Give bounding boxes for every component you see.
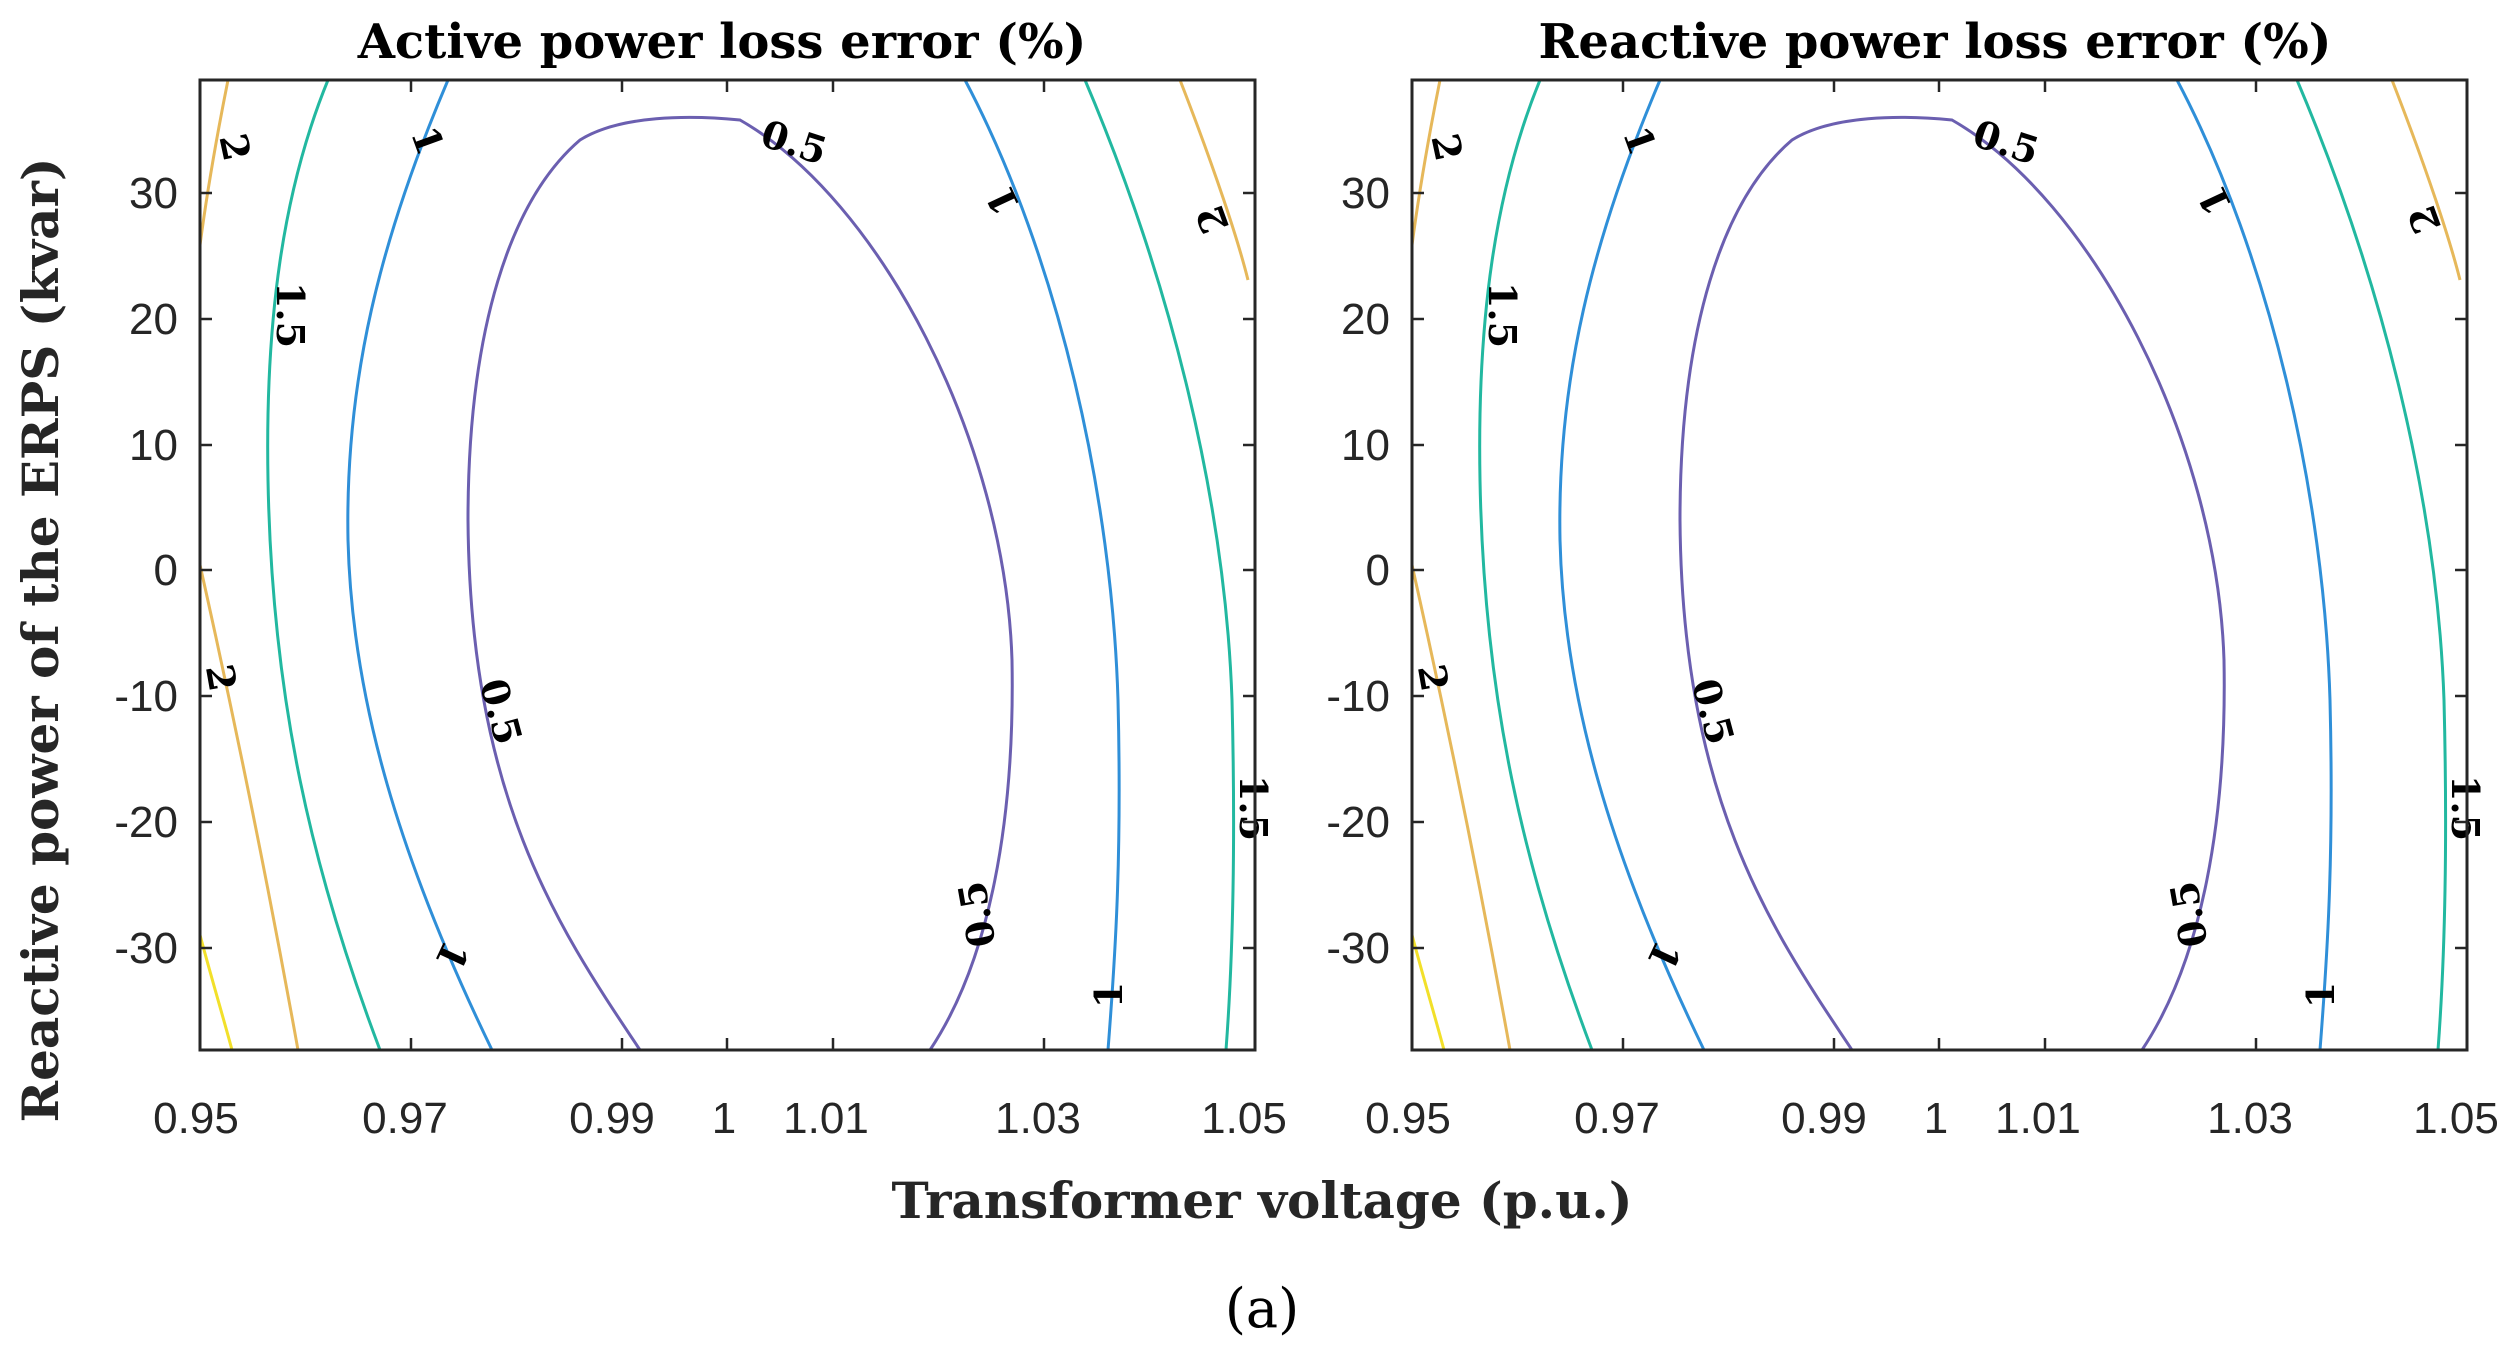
x-tick-label: 1.01 bbox=[1995, 1094, 2081, 1143]
contour-line-2-lower bbox=[198, 564, 300, 1051]
y-tick-label: -10 bbox=[1326, 672, 1390, 721]
contour-label: 0.5 bbox=[471, 674, 532, 750]
contour-label: 0.5 bbox=[1968, 111, 2045, 174]
x-tick-label: 0.99 bbox=[1781, 1094, 1867, 1143]
contour-line-2-upper bbox=[198, 79, 230, 246]
contour-label: 1.5 bbox=[268, 282, 313, 348]
x-tick-label: 1.03 bbox=[995, 1094, 1081, 1143]
y-tick-label: 20 bbox=[129, 295, 178, 344]
y-tick-label: 20 bbox=[1341, 295, 1390, 344]
contour-line-1-right bbox=[963, 79, 1121, 1051]
contour-label: 2 bbox=[197, 661, 246, 695]
x-tick-label: 1 bbox=[712, 1094, 736, 1143]
contour-label: 1 bbox=[2298, 982, 2343, 1008]
y-tick-label: 30 bbox=[129, 169, 178, 218]
contour-line-0p5 bbox=[466, 115, 1014, 1051]
contour-line-2-right bbox=[2390, 79, 2462, 281]
contour-label: 1.5 bbox=[1480, 282, 1525, 348]
y-tick-label: 0 bbox=[1366, 546, 1390, 595]
y-axis-label: Reactive power of the ERPS (kvar) bbox=[11, 158, 70, 1123]
contour-label: 2 bbox=[1409, 661, 1458, 695]
reactive-loss-panel: Reactive power loss error (%) 2 2 2 1.5 … bbox=[1326, 14, 2498, 1143]
x-tick-label: 1.05 bbox=[2413, 1094, 2499, 1143]
x-tick-label: 1.01 bbox=[783, 1094, 869, 1143]
contour-label: 2 bbox=[1187, 199, 1238, 239]
y-tick-label: -30 bbox=[1326, 924, 1390, 973]
contour-line-1-left bbox=[1558, 79, 1706, 1051]
y-tick-label: 30 bbox=[1341, 169, 1390, 218]
contour-line-1-left bbox=[346, 79, 494, 1051]
contour-line-1p5-right bbox=[2295, 79, 2448, 1051]
contour-label: 1 bbox=[977, 179, 1029, 222]
contour-label: 2 bbox=[2399, 199, 2450, 239]
tick-marks bbox=[1412, 80, 2467, 1050]
x-tick-label: 0.95 bbox=[1365, 1094, 1451, 1143]
y-tick-label: -20 bbox=[1326, 798, 1390, 847]
x-tick-label: 1.05 bbox=[1201, 1094, 1287, 1143]
contour-line-1-right bbox=[2175, 79, 2333, 1051]
x-tick-label: 0.95 bbox=[153, 1094, 239, 1143]
tick-marks bbox=[200, 80, 1255, 1050]
active-loss-panel: Active power loss error (%) 2 2 2 1.5 1.… bbox=[11, 14, 1287, 1143]
contour-label: 0.5 bbox=[1683, 674, 1744, 750]
contour-label: 1 bbox=[1086, 982, 1131, 1008]
contour-line-2-upper bbox=[1410, 79, 1442, 246]
contour-line-1p5-left bbox=[266, 79, 382, 1051]
y-tick-label: -10 bbox=[114, 672, 178, 721]
contour-label: 1 bbox=[426, 934, 478, 977]
y-tick-label: 10 bbox=[1341, 421, 1390, 470]
active-loss-title: Active power loss error (%) bbox=[357, 14, 1087, 70]
contour-label: 1 bbox=[1638, 934, 1690, 977]
contour-label: 0.5 bbox=[2161, 878, 2217, 951]
contour-line-2p5 bbox=[1410, 934, 1446, 1051]
reactive-loss-title: Reactive power loss error (%) bbox=[1539, 14, 2332, 70]
figure-caption: (a) bbox=[1225, 1277, 1299, 1340]
contour-line-0p5 bbox=[1678, 115, 2226, 1051]
contour-line-2-right bbox=[1178, 79, 1250, 281]
contour-line-1p5-left bbox=[1478, 79, 1594, 1051]
contour-line-2p5 bbox=[198, 934, 234, 1051]
contour-label: 1 bbox=[2189, 179, 2241, 222]
x-tick-label: 1.03 bbox=[2207, 1094, 2293, 1143]
plot-frame bbox=[198, 78, 1257, 1052]
contour-label: 0.5 bbox=[949, 878, 1005, 951]
x-axis-label: Transformer voltage (p.u.) bbox=[892, 1171, 1633, 1230]
contour-line-2-lower bbox=[1410, 564, 1512, 1051]
x-tick-label: 0.97 bbox=[1574, 1094, 1660, 1143]
y-tick-label: -30 bbox=[114, 924, 178, 973]
y-tick-label: 10 bbox=[129, 421, 178, 470]
contour-line-1p5-right bbox=[1083, 79, 1236, 1051]
y-tick-label: 0 bbox=[154, 546, 178, 595]
contour-label: 1 bbox=[402, 120, 453, 160]
contour-label: 1 bbox=[1614, 120, 1665, 160]
x-tick-label: 1 bbox=[1924, 1094, 1948, 1143]
plot-frame bbox=[1410, 78, 2469, 1052]
x-tick-label: 0.99 bbox=[569, 1094, 655, 1143]
y-tick-label: -20 bbox=[114, 798, 178, 847]
x-tick-label: 0.97 bbox=[362, 1094, 448, 1143]
contour-label: 0.5 bbox=[756, 111, 833, 174]
